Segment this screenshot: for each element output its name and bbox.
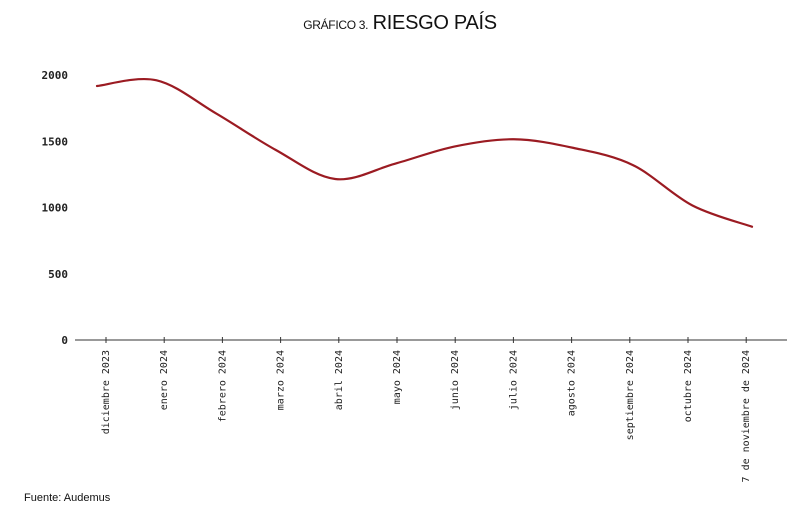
y-tick-label: 0 <box>61 334 68 347</box>
x-tick-label: junio 2024 <box>450 350 461 410</box>
y-tick-label: 1000 <box>42 202 69 215</box>
source-note: Fuente: Audemus <box>24 492 111 504</box>
chart-title-prefix: GRÁFICO 3. <box>303 18 369 32</box>
x-tick-label: julio 2024 <box>508 350 519 410</box>
y-tick-label: 1500 <box>42 135 69 148</box>
y-tick-label: 500 <box>48 268 68 281</box>
x-tick-label: octubre 2024 <box>683 350 694 422</box>
riesgo-pais-series-line <box>95 78 754 228</box>
x-tick-label: agosto 2024 <box>567 350 578 416</box>
x-tick-label: 7 de noviembre de 2024 <box>741 350 752 482</box>
x-tick-label: marzo 2024 <box>276 350 287 410</box>
x-tick-label: diciembre 2023 <box>101 350 112 434</box>
x-tick-label: abril 2024 <box>334 350 345 410</box>
chart-title: GRÁFICO 3. RIESGO PAÍS <box>0 12 800 35</box>
x-tick-label: mayo 2024 <box>392 350 403 404</box>
x-tick-label: febrero 2024 <box>217 350 228 422</box>
y-tick-label: 2000 <box>42 69 69 82</box>
x-tick-label: enero 2024 <box>159 350 170 410</box>
chart-title-main: RIESGO PAÍS <box>372 12 497 34</box>
x-tick-label: septiembre 2024 <box>625 350 636 440</box>
